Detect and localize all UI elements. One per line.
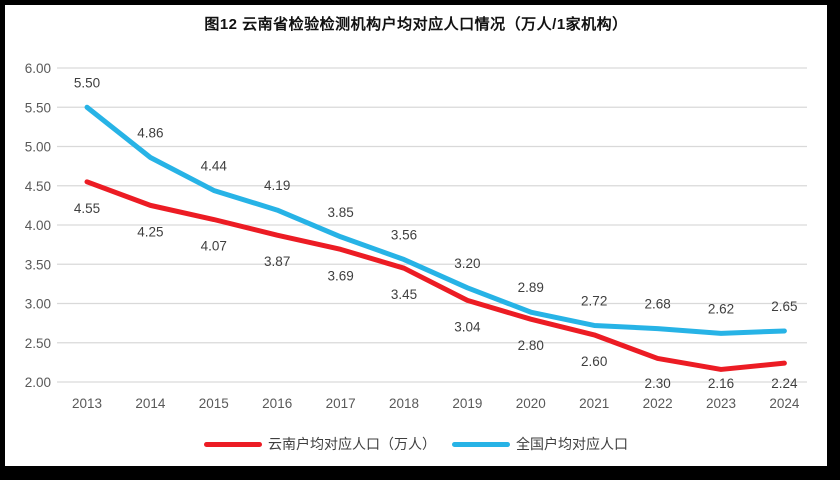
- x-axis-tick-labels: 2013 2014 2015 2016 2017 2018 2019 2020 2021 2022…: [72, 396, 800, 411]
- x-tick-label: 2017: [326, 396, 356, 411]
- x-tick-label: 2016: [262, 396, 292, 411]
- series-line-0: [84, 179, 787, 372]
- data-label: 3.85: [327, 205, 353, 220]
- y-tick-label: 3.00: [25, 297, 51, 312]
- data-label: 2.68: [644, 297, 670, 312]
- x-tick-label: 2023: [706, 396, 736, 411]
- y-tick-label: 2.50: [25, 336, 51, 351]
- data-label: 4.55: [74, 201, 100, 216]
- y-tick-label: 4.00: [25, 218, 51, 233]
- legend-item-yunnan[interactable]: 云南户均对应人口（万人）: [204, 434, 436, 454]
- data-label: 4.25: [137, 224, 163, 239]
- data-label: 2.60: [581, 354, 607, 369]
- line-chart-plot: 2.00 2.50 3.00 3.50 4.00 4.50 5.00 5.50 6.00 2013…: [25, 61, 807, 411]
- series-line-1: [84, 104, 787, 336]
- data-label: 2.62: [708, 301, 734, 316]
- data-labels-series-0: 4.55 4.25 4.07 3.87 3.69 3.45 3.04 2.80 2.60 2.30…: [74, 201, 798, 391]
- gridlines: [57, 67, 807, 383]
- data-label: 2.16: [708, 376, 734, 391]
- x-tick-label: 2015: [199, 396, 229, 411]
- data-label: 5.50: [74, 75, 100, 90]
- data-label: 2.30: [644, 376, 670, 391]
- data-label: 2.72: [581, 293, 607, 308]
- data-label: 3.20: [454, 256, 480, 271]
- legend-swatch-blue-line: [452, 441, 510, 447]
- y-tick-label: 5.00: [25, 140, 51, 155]
- x-tick-label: 2020: [516, 396, 546, 411]
- data-label: 3.69: [327, 268, 353, 283]
- y-tick-label: 5.50: [25, 100, 51, 115]
- data-label: 2.80: [518, 338, 544, 353]
- legend-label-yunnan: 云南户均对应人口（万人）: [268, 436, 436, 452]
- legend-label-national: 全国户均对应人口: [516, 436, 628, 452]
- y-tick-label: 4.50: [25, 179, 51, 194]
- data-label: 3.56: [391, 228, 417, 243]
- x-tick-label: 2019: [452, 396, 482, 411]
- data-label: 2.24: [771, 376, 798, 391]
- x-tick-label: 2021: [579, 396, 609, 411]
- data-label: 4.44: [201, 158, 228, 173]
- data-label: 4.19: [264, 178, 290, 193]
- data-label: 3.04: [454, 319, 481, 334]
- x-tick-label: 2024: [769, 396, 800, 411]
- data-labels-series-1: 5.50 4.86 4.44 4.19 3.85 3.56 3.20 2.89 2.72 2.68…: [74, 75, 798, 316]
- chart-frame: 图12 云南省检验检测机构户均对应人口情况（万人/1家机构） 2.00 2.50 3…: [5, 5, 827, 466]
- y-axis-tick-labels: 2.00 2.50 3.00 3.50 4.00 4.50 5.00 5.50 6.00: [25, 61, 51, 390]
- x-tick-label: 2022: [643, 396, 673, 411]
- chart-legend: 云南户均对应人口（万人） 全国户均对应人口: [5, 434, 827, 454]
- x-tick-label: 2018: [389, 396, 419, 411]
- legend-swatch-red-line: [204, 441, 262, 447]
- data-label: 2.89: [518, 280, 544, 295]
- x-tick-label: 2014: [135, 396, 166, 411]
- data-label: 3.45: [391, 287, 417, 302]
- y-tick-label: 2.00: [25, 375, 51, 390]
- chart-title: 图12 云南省检验检测机构户均对应人口情况（万人/1家机构）: [204, 16, 628, 33]
- y-tick-label: 6.00: [25, 61, 51, 76]
- legend-item-national[interactable]: 全国户均对应人口: [452, 434, 628, 454]
- data-label: 4.07: [201, 239, 227, 254]
- x-tick-label: 2013: [72, 396, 102, 411]
- y-tick-label: 3.50: [25, 257, 51, 272]
- data-label: 3.87: [264, 254, 290, 269]
- data-label: 2.65: [771, 299, 797, 314]
- data-label: 4.86: [137, 125, 163, 140]
